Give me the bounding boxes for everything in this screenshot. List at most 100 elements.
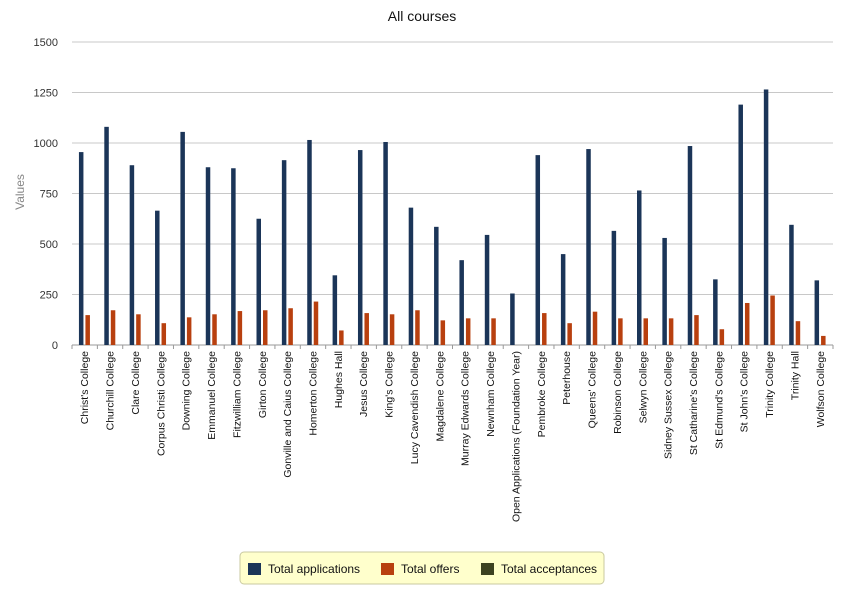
x-category-label: Corpus Christi College bbox=[155, 351, 167, 456]
bar-total-offers[interactable] bbox=[313, 301, 319, 345]
legend-label-total-acceptances[interactable]: Total acceptances bbox=[501, 562, 597, 576]
bar-total-applications[interactable] bbox=[281, 160, 287, 345]
bar-total-offers[interactable] bbox=[542, 313, 547, 345]
bar-total-applications[interactable] bbox=[814, 280, 820, 345]
legend-label-total-offers[interactable]: Total offers bbox=[401, 562, 459, 576]
bar-total-applications[interactable] bbox=[129, 165, 135, 345]
bar-total-offers[interactable] bbox=[719, 329, 725, 345]
legend-label-total-applications[interactable]: Total applications bbox=[268, 562, 360, 576]
bar-total-applications[interactable] bbox=[586, 149, 591, 345]
bar-total-applications[interactable] bbox=[510, 293, 515, 345]
bar-total-offers[interactable] bbox=[795, 321, 801, 345]
bar-total-offers[interactable] bbox=[389, 314, 395, 345]
bar-total-offers[interactable] bbox=[440, 320, 446, 345]
bar-total-applications[interactable] bbox=[332, 275, 338, 345]
legend-box bbox=[239, 551, 605, 585]
bar-total-applications[interactable] bbox=[637, 190, 642, 345]
bar-total-offers[interactable] bbox=[465, 318, 471, 345]
bar-total-offers[interactable] bbox=[592, 311, 598, 345]
bar-total-applications[interactable] bbox=[408, 207, 414, 345]
y-tick-label: 750 bbox=[40, 189, 58, 201]
bar-total-applications[interactable] bbox=[256, 218, 262, 345]
bar-total-applications[interactable] bbox=[383, 141, 388, 345]
bar-total-offers[interactable] bbox=[618, 318, 623, 345]
bar-total-offers[interactable] bbox=[744, 302, 750, 345]
bar-total-offers[interactable] bbox=[161, 323, 167, 345]
x-category-label: Churchill College bbox=[105, 351, 117, 431]
bar-total-applications[interactable] bbox=[560, 254, 566, 345]
bar-total-applications[interactable] bbox=[713, 279, 718, 345]
bar-total-offers[interactable] bbox=[237, 311, 243, 345]
legend-swatch-total-offers[interactable] bbox=[381, 563, 394, 575]
legend-swatch-total-acceptances[interactable] bbox=[481, 563, 494, 575]
bar-total-applications[interactable] bbox=[231, 168, 236, 345]
bar-total-applications[interactable] bbox=[535, 155, 541, 345]
bar-total-applications[interactable] bbox=[687, 146, 693, 345]
x-category-label: Homerton College bbox=[307, 351, 319, 436]
x-category-label: Peterhouse bbox=[561, 351, 573, 405]
x-category-label: St John's College bbox=[739, 351, 751, 433]
bar-total-offers[interactable] bbox=[263, 310, 268, 345]
bar-total-offers[interactable] bbox=[339, 330, 344, 345]
x-category-label: Murray Edwards College bbox=[460, 351, 472, 466]
y-tick-label: 1500 bbox=[34, 37, 58, 49]
legend-swatch-total-applications[interactable] bbox=[248, 563, 261, 575]
y-tick-label: 250 bbox=[40, 290, 58, 302]
bar-total-offers[interactable] bbox=[212, 314, 217, 345]
bar-total-offers[interactable] bbox=[643, 318, 649, 345]
bar-total-offers[interactable] bbox=[821, 335, 826, 345]
bar-total-offers[interactable] bbox=[186, 317, 192, 345]
x-category-label: Trinity College bbox=[764, 351, 776, 418]
bar-total-applications[interactable] bbox=[763, 89, 769, 345]
x-category-label: Queens' College bbox=[587, 351, 599, 428]
bar-total-applications[interactable] bbox=[789, 224, 794, 345]
chart-title: All courses bbox=[388, 8, 456, 24]
bar-total-applications[interactable] bbox=[484, 234, 490, 345]
x-category-label: Lucy Cavendish College bbox=[409, 351, 421, 464]
bar-total-applications[interactable] bbox=[205, 167, 211, 345]
bar-total-offers[interactable] bbox=[491, 318, 496, 345]
bar-total-offers[interactable] bbox=[110, 310, 116, 345]
bar-total-applications[interactable] bbox=[662, 237, 667, 345]
x-category-label: Newnham College bbox=[485, 351, 497, 437]
y-axis-title: Values bbox=[13, 174, 27, 210]
x-category-label: Christ's College bbox=[79, 351, 91, 424]
bar-total-applications[interactable] bbox=[434, 226, 439, 345]
y-tick-label: 0 bbox=[52, 340, 58, 352]
bar-total-applications[interactable] bbox=[78, 152, 84, 345]
bars bbox=[78, 89, 826, 346]
x-category-label: King's College bbox=[384, 351, 396, 418]
x-category-label: Hughes Hall bbox=[333, 351, 345, 408]
bar-total-offers[interactable] bbox=[668, 318, 674, 345]
x-axis-labels: Christ's College Churchill College Clare C… bbox=[79, 351, 827, 522]
bar-total-applications[interactable] bbox=[180, 131, 185, 345]
x-category-label: St Catharine's College bbox=[688, 351, 700, 455]
bar-total-offers[interactable] bbox=[567, 323, 572, 345]
bar-total-applications[interactable] bbox=[104, 126, 109, 345]
bar-total-applications[interactable] bbox=[155, 210, 160, 345]
x-category-label: Girton College bbox=[257, 351, 269, 418]
x-category-label: Clare College bbox=[130, 351, 142, 415]
x-category-label: Magdalene College bbox=[434, 351, 446, 442]
bar-total-offers[interactable] bbox=[694, 315, 699, 345]
bar-total-offers[interactable] bbox=[288, 308, 293, 345]
bar-total-offers[interactable] bbox=[136, 314, 141, 345]
bar-total-offers[interactable] bbox=[415, 310, 420, 345]
bar-total-offers[interactable] bbox=[364, 313, 369, 345]
y-tick-label: 1250 bbox=[34, 88, 58, 100]
bar-total-applications[interactable] bbox=[611, 230, 617, 345]
bar-total-offers[interactable] bbox=[85, 315, 90, 345]
bar-total-applications[interactable] bbox=[307, 139, 312, 345]
x-category-label: Robinson College bbox=[612, 351, 624, 434]
x-category-label: St Edmund's College bbox=[713, 351, 725, 449]
bar-total-applications[interactable] bbox=[357, 150, 363, 345]
bar-total-offers[interactable] bbox=[770, 295, 775, 345]
x-category-label: Jesus College bbox=[358, 351, 370, 417]
x-category-label: Downing College bbox=[181, 351, 193, 431]
legend[interactable]: Total applications Total offers Total acce… bbox=[239, 551, 605, 585]
bar-total-applications[interactable] bbox=[459, 260, 464, 345]
x-category-label: Selwyn College bbox=[637, 351, 649, 424]
bar-total-applications[interactable] bbox=[738, 104, 743, 346]
x-category-label: Trinity Hall bbox=[789, 351, 801, 400]
